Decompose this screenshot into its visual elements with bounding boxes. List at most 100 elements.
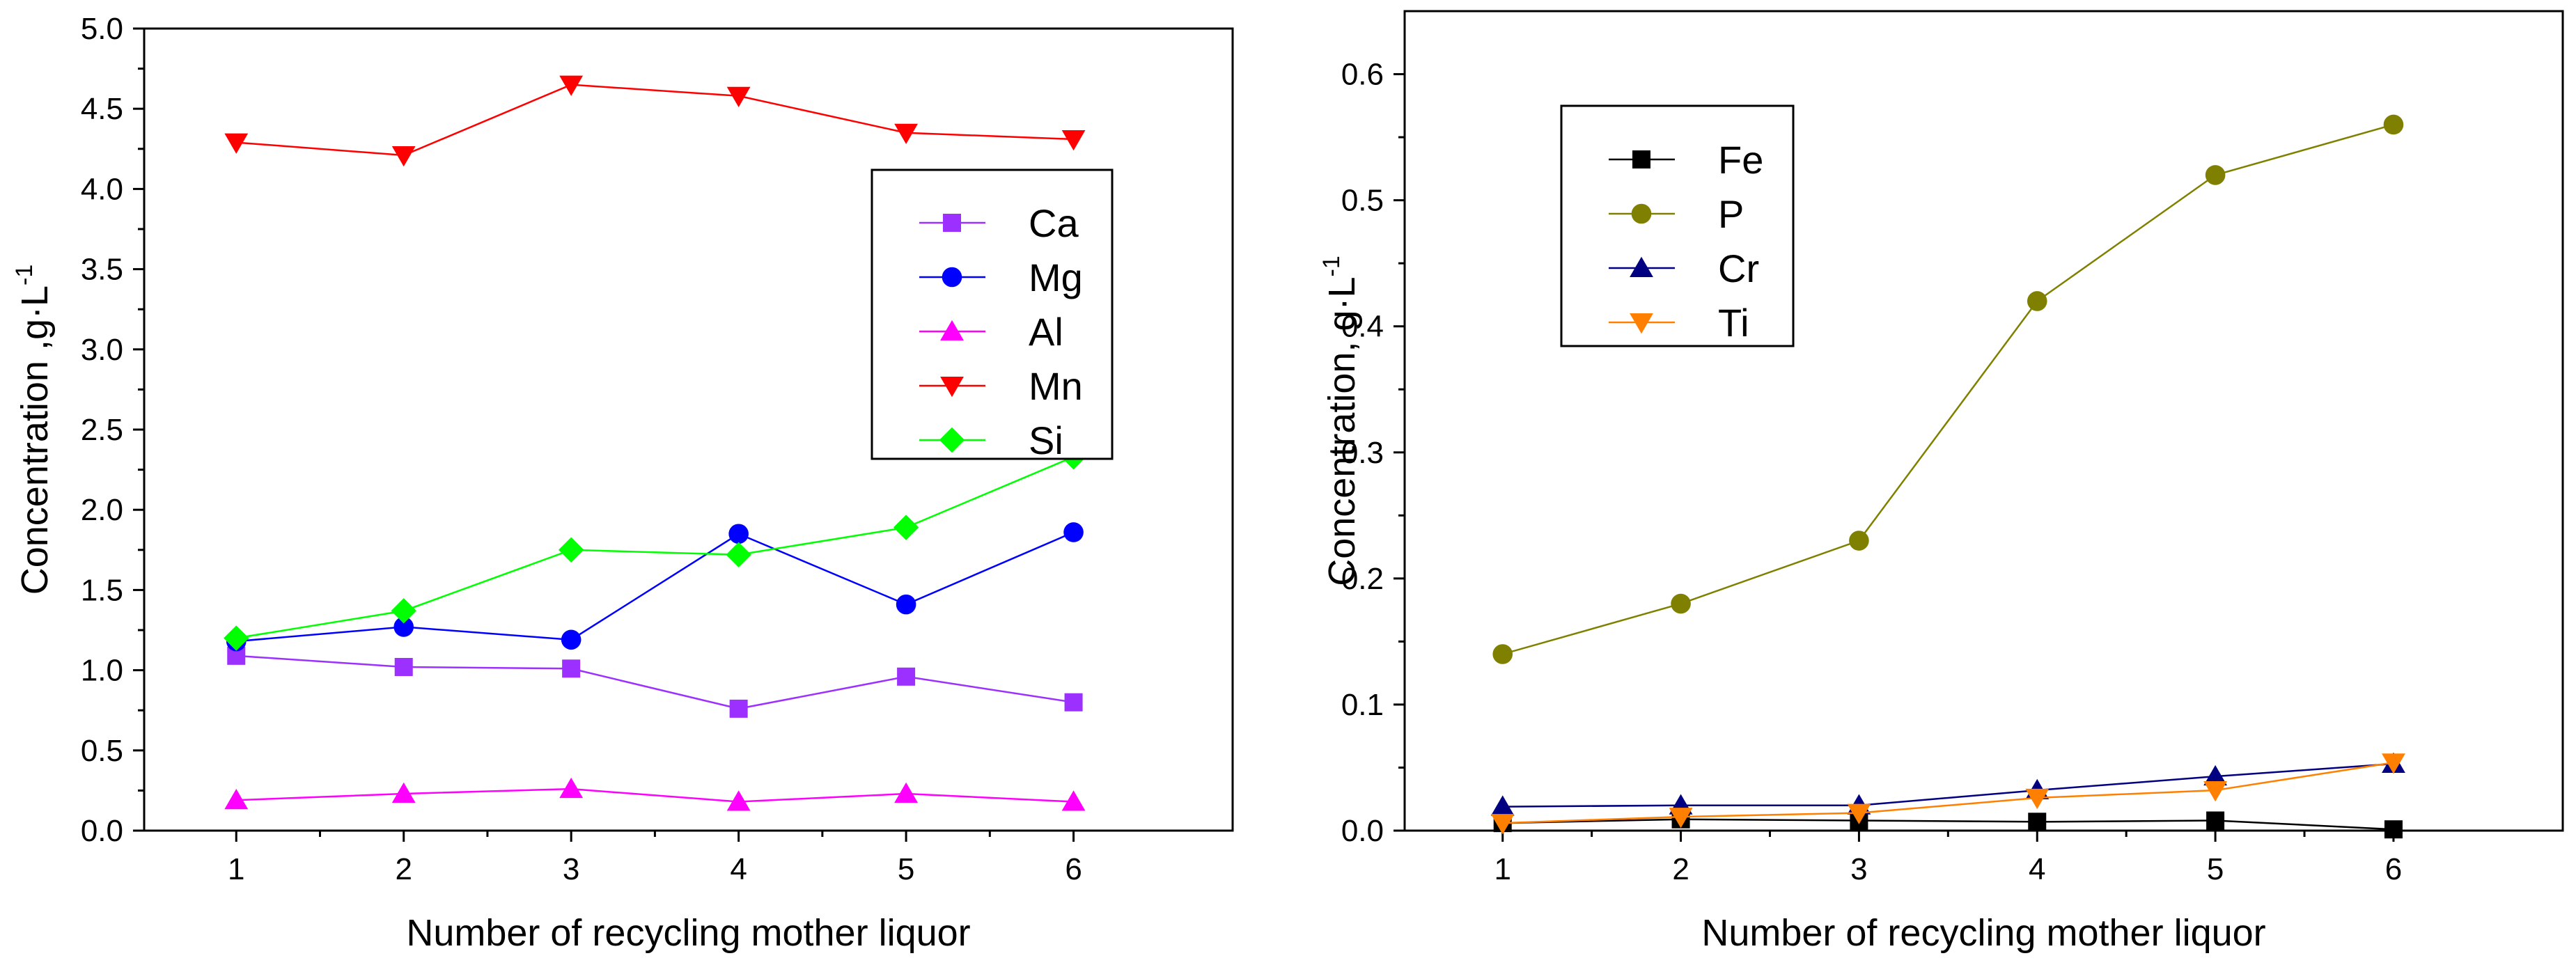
x-tick-label: 6 [2385, 852, 2402, 886]
x-tick-label: 2 [395, 852, 412, 886]
series-line-ca [236, 654, 1074, 710]
data-point-ti [2203, 781, 2227, 802]
data-point-mn [726, 86, 751, 108]
data-point-mn [894, 123, 918, 145]
legend-marker-ti [1630, 313, 1653, 334]
legend-label-mn: Mn [1029, 364, 1083, 408]
y-tick-label: 3.5 [81, 253, 123, 287]
series-line-cr [1502, 762, 2394, 808]
data-point-cr [1490, 795, 1515, 816]
y-tick-label: 0.6 [1341, 58, 1384, 92]
data-point-mn [1061, 130, 1086, 151]
y-tick-label: 0.4 [1341, 310, 1384, 344]
x-tick-label: 6 [1065, 852, 1082, 886]
data-point-si [893, 515, 919, 540]
data-point-mn [391, 146, 416, 167]
x-tick-label: 4 [730, 852, 747, 886]
data-point-ti [1847, 803, 1871, 824]
legend-box [1560, 104, 1795, 347]
y-axis-label-superscript: -1 [11, 265, 38, 285]
y-axis-label-text: Concentration ,g·L [14, 285, 56, 595]
series-line-fe [1502, 818, 2394, 831]
y-tick-label: 5.0 [81, 12, 123, 46]
x-tick-label: 3 [1850, 852, 1867, 886]
y-tick-label: 0.3 [1341, 436, 1384, 470]
legend-marker-al [940, 320, 964, 340]
right-chart: 0.0 0.1 0.2 0.3 0.4 0.5 0.6 1 2 3 4 5 6 Number of rec… [1318, 10, 2564, 954]
data-point-cr [2203, 764, 2227, 786]
legend-label-cr: Cr [1718, 246, 1759, 290]
series-line-p [1502, 123, 2394, 655]
data-point-fe [2384, 820, 2403, 839]
x-tick-label: 5 [898, 852, 914, 886]
series-line-si [236, 456, 1075, 639]
series-line-mg [236, 531, 1075, 643]
y-tick-label: 0.2 [1341, 562, 1384, 596]
y-tick-label: 4.0 [81, 172, 123, 206]
y-tick-label: 0.5 [1341, 184, 1384, 218]
series-line-mn [236, 84, 1074, 157]
left-chart: 0.0 0.5 1.0 1.5 2.0 2.5 3.0 3.5 4.0 4.5 5.0 1 2 3 4 5 6 N… [11, 12, 1234, 954]
y-tick-label: 0.0 [1341, 814, 1384, 848]
data-point-si [558, 537, 584, 563]
data-point-mn [224, 133, 249, 154]
data-point-mg [728, 524, 749, 544]
legend-marker-p [1631, 203, 1652, 224]
data-point-si [224, 625, 249, 651]
data-point-fe [2206, 811, 2225, 830]
x-tick-label: 5 [2207, 852, 2224, 886]
data-point-mg [896, 594, 916, 615]
y-tick-label: 2.5 [81, 413, 123, 447]
data-point-al [894, 782, 918, 803]
x-tick-label: 4 [2029, 852, 2045, 886]
data-point-ca [897, 667, 916, 686]
y-tick-label: 4.5 [81, 92, 123, 126]
y-tick-label: 3.0 [81, 333, 123, 367]
data-point-si [726, 542, 751, 567]
legend-label-si: Si [1029, 418, 1063, 462]
y-axis-label: Concentration, g·L-1 [1318, 256, 1363, 586]
x-axis-label: Number of recycling mother liquor [406, 912, 970, 954]
legend-label-p: P [1718, 192, 1744, 236]
x-tick-label: 3 [563, 852, 579, 886]
x-tick-label: 2 [1672, 852, 1689, 886]
series-line-al [236, 787, 1074, 803]
y-tick-label: 1.0 [81, 654, 123, 688]
legend-label-ca: Ca [1029, 201, 1079, 245]
y-tick-label: 0.5 [81, 734, 123, 768]
y-axis-label-superscript: -1 [1318, 256, 1345, 276]
data-point-ti [2382, 753, 2405, 774]
data-point-ca [729, 699, 748, 718]
data-point-ca [1064, 693, 1083, 712]
series-line-ti [1502, 761, 2394, 824]
x-axis-label: Number of recycling mother liquor [1701, 912, 2265, 954]
legend-label-fe: Fe [1718, 138, 1763, 182]
legend-label-mg: Mg [1029, 256, 1083, 299]
data-point-p [1849, 531, 1869, 551]
data-point-al [391, 782, 416, 803]
y-tick-label: 1.5 [81, 573, 123, 607]
legend-label-al: Al [1029, 310, 1063, 354]
legend-marker-si [939, 427, 965, 453]
data-point-ti [2025, 788, 2050, 810]
legend-marker-ca [943, 214, 961, 232]
x-tick-label: 1 [228, 852, 244, 886]
data-point-al [224, 788, 249, 810]
data-point-mn [559, 75, 584, 96]
data-point-mg [561, 629, 581, 650]
y-tick-label: 2.0 [81, 493, 123, 527]
data-point-p [1492, 644, 1513, 664]
data-point-si [391, 598, 416, 624]
legend-label-ti: Ti [1718, 301, 1749, 345]
data-point-fe [2028, 813, 2047, 831]
data-point-p [2027, 291, 2047, 311]
plot-frame [1403, 10, 2564, 832]
legend-marker-mn [940, 377, 964, 398]
y-axis-label: Concentration ,g·L-1 [11, 265, 56, 595]
data-point-p [2205, 165, 2226, 185]
y-axis-label-text: Concentration, g·L [1321, 276, 1363, 586]
data-point-ca [394, 657, 413, 676]
data-point-al [726, 790, 751, 811]
data-point-al [1061, 790, 1086, 811]
